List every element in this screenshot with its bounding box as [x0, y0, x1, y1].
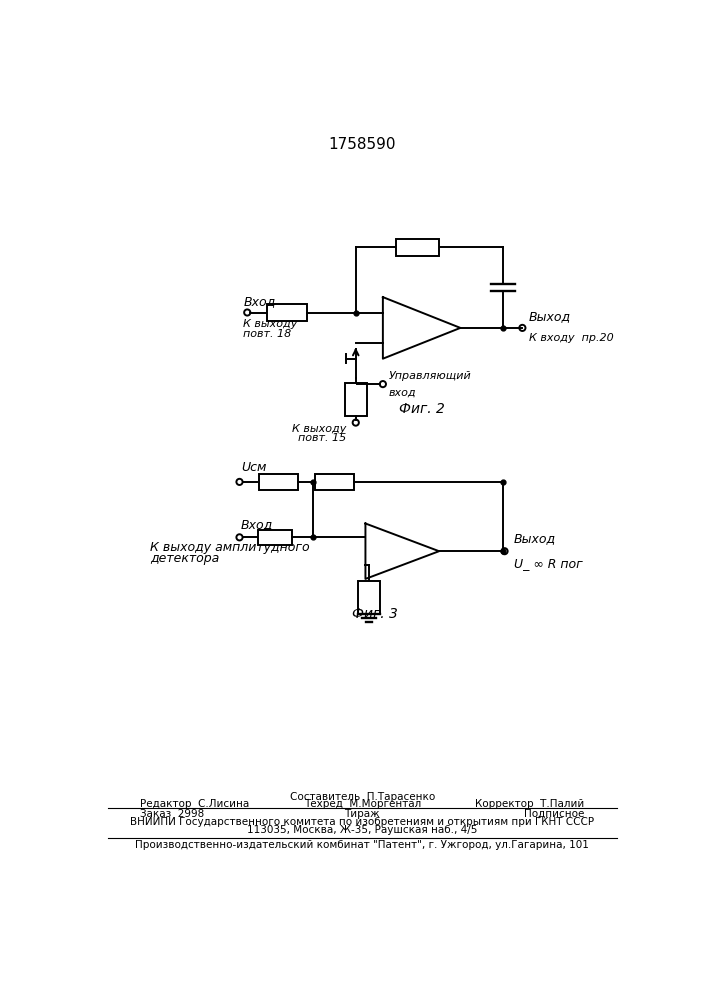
Bar — [258, 530, 292, 545]
Text: Подписное: Подписное — [524, 809, 584, 819]
Text: повт. 15: повт. 15 — [298, 433, 346, 443]
Bar — [267, 304, 307, 321]
Text: повт. 18: повт. 18 — [243, 329, 291, 339]
Text: Управляющий: Управляющий — [389, 371, 472, 381]
Bar — [345, 383, 367, 416]
Text: Uсм: Uсм — [241, 461, 267, 474]
Text: Редактор  С.Лисина: Редактор С.Лисина — [141, 799, 250, 809]
Text: К выходу: К выходу — [292, 424, 346, 434]
Bar — [259, 474, 298, 490]
Text: Производственно-издательский комбинат "Патент", г. Ужгород, ул.Гагарина, 101: Производственно-издательский комбинат "П… — [136, 840, 589, 850]
Text: Корректор  Т.Палий: Корректор Т.Палий — [475, 799, 584, 809]
Text: Техред  М.Моргентал: Техред М.Моргентал — [304, 799, 421, 809]
Text: Фиг. 2: Фиг. 2 — [399, 402, 445, 416]
Text: вход: вход — [389, 387, 416, 397]
Bar — [358, 581, 380, 614]
Text: Тираж: Тираж — [344, 809, 380, 819]
Text: 113035, Москва, Ж-35, Раушская наб., 4/5: 113035, Москва, Ж-35, Раушская наб., 4/5 — [247, 825, 477, 835]
Bar — [315, 474, 354, 490]
Text: Вход: Вход — [243, 295, 276, 308]
Text: Составитель  П.Тарасенко: Составитель П.Тарасенко — [290, 792, 435, 802]
Text: К выходу амплитудного: К выходу амплитудного — [151, 541, 310, 554]
Text: Выход: Выход — [514, 532, 556, 545]
Text: Выход: Выход — [529, 310, 571, 323]
Text: ВНИИПИ Государственного комитета по изобретениям и открытиям при ГКНТ СССР: ВНИИПИ Государственного комитета по изоб… — [130, 817, 595, 827]
Text: детектора: детектора — [151, 552, 220, 565]
Text: Фиг. 3: Фиг. 3 — [352, 607, 398, 621]
Text: 1758590: 1758590 — [328, 137, 396, 152]
Text: Вход: Вход — [241, 518, 274, 531]
Text: К выходу: К выходу — [243, 319, 298, 329]
Text: Заказ  2998: Заказ 2998 — [141, 809, 205, 819]
Bar — [397, 239, 439, 256]
Text: U_ ∞ R пог: U_ ∞ R пог — [514, 557, 583, 570]
Text: К входу  пр.20: К входу пр.20 — [529, 333, 614, 343]
